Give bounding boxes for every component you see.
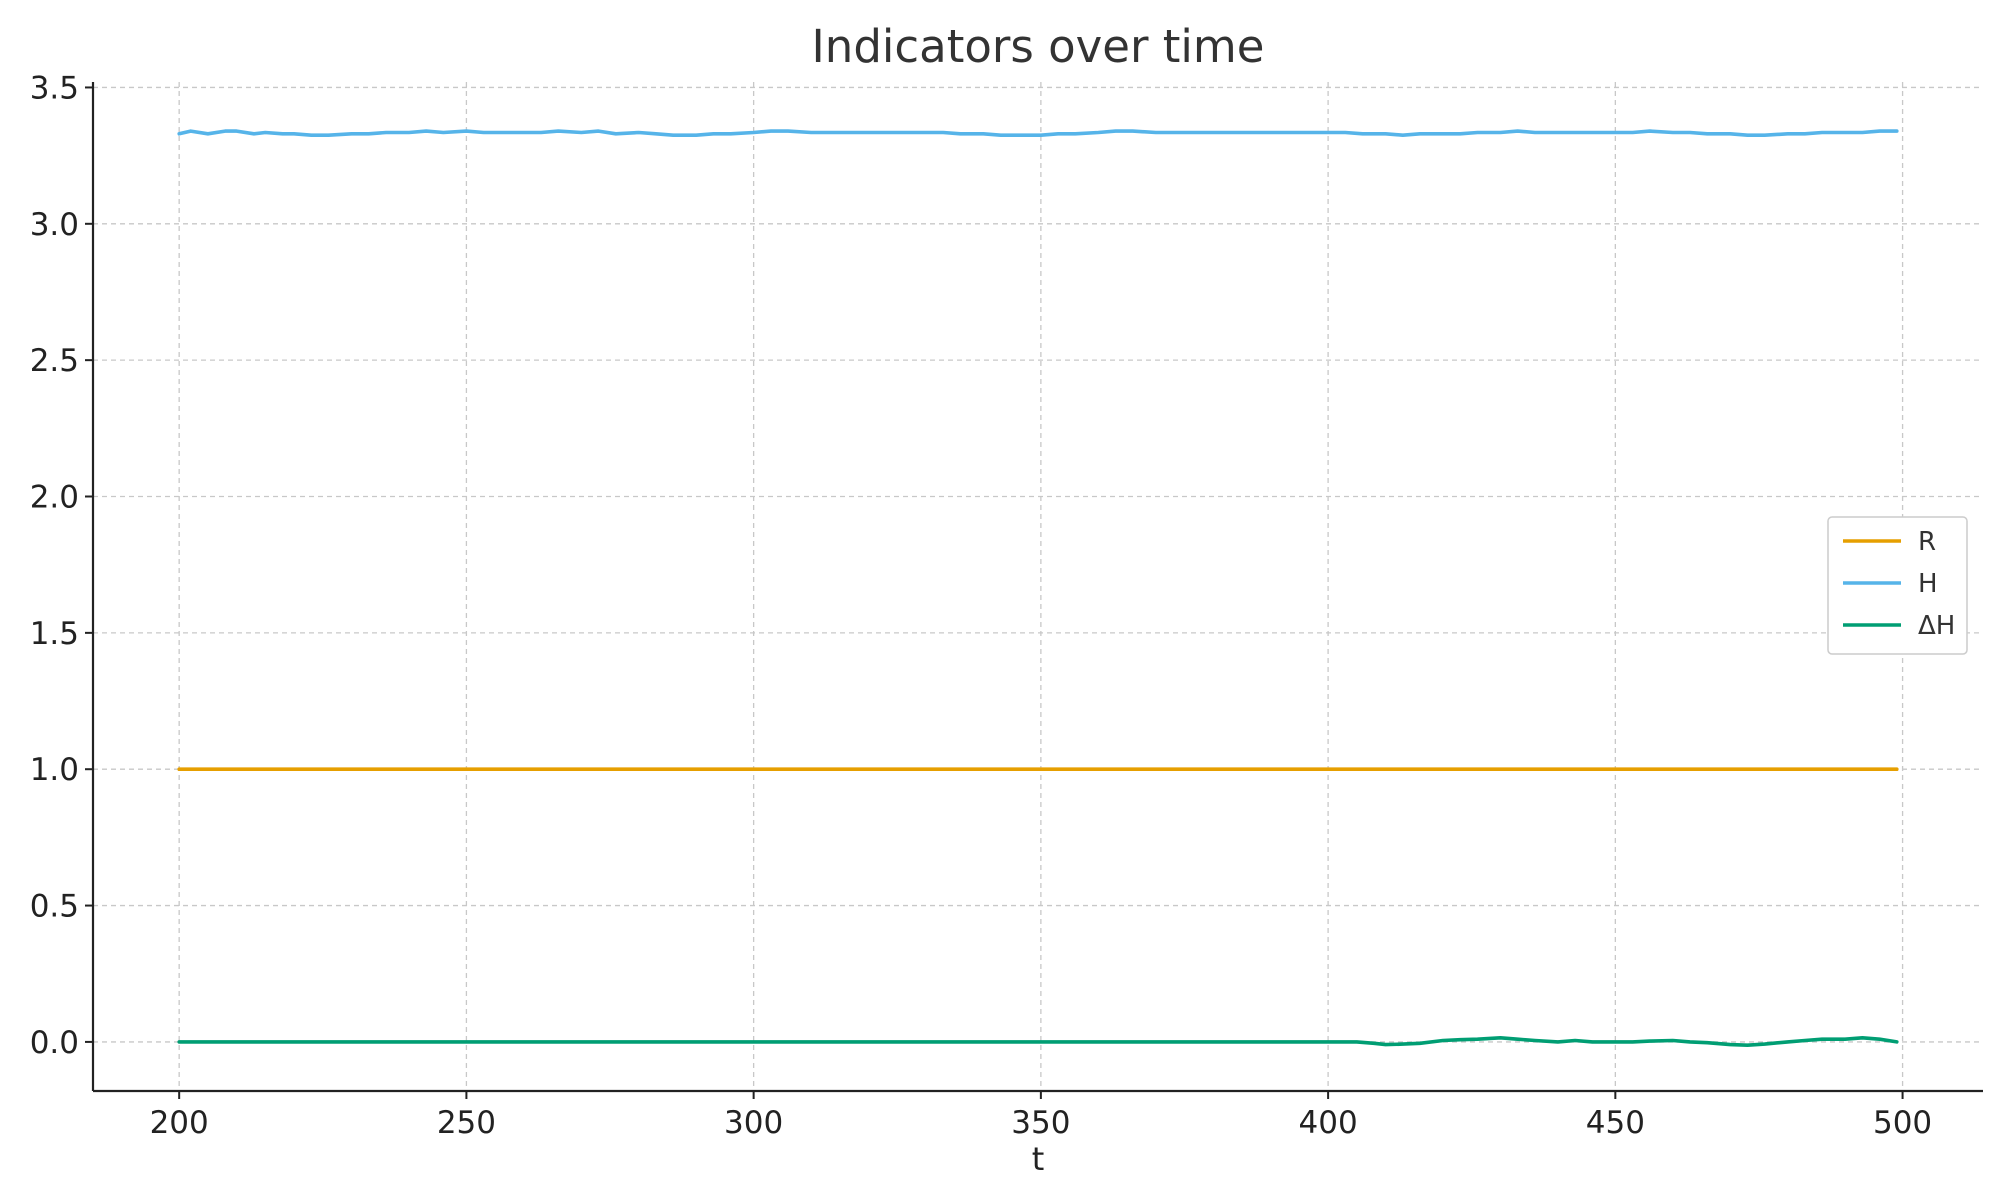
x-axis-ticks: 200 250 300 350 400 450 500 xyxy=(150,1091,1932,1141)
y-tick-label: 1.0 xyxy=(30,752,79,788)
y-tick-label: 2.0 xyxy=(30,480,79,516)
legend: RH ΔH xyxy=(1827,516,1968,655)
y-tick-label: 0.0 xyxy=(30,1025,79,1061)
series-line-ΔH xyxy=(177,1036,1899,1047)
axes xyxy=(91,82,1983,1093)
y-tick-label: 3.5 xyxy=(30,70,79,106)
x-tick-label: 500 xyxy=(1873,1105,1932,1141)
x-tick-label: 450 xyxy=(1586,1105,1645,1141)
x-axis-label: t xyxy=(1032,1140,1045,1178)
y-tick-label: 2.5 xyxy=(30,343,79,379)
legend-label: R xyxy=(1918,527,1936,557)
chart-title: Indicators over time xyxy=(812,20,1265,73)
y-tick-label: 1.5 xyxy=(30,616,79,652)
x-tick-label: 300 xyxy=(724,1105,783,1141)
x-tick-label: 250 xyxy=(437,1105,496,1141)
series-lines xyxy=(177,129,1899,1047)
legend-label: ΔH xyxy=(1918,611,1955,641)
x-tick-label: 200 xyxy=(150,1105,209,1141)
x-tick-label: 400 xyxy=(1299,1105,1358,1141)
legend-frame xyxy=(1827,516,1968,655)
x-tick-label: 350 xyxy=(1011,1105,1070,1141)
y-tick-label: 3.0 xyxy=(30,207,79,243)
y-tick-label: 0.5 xyxy=(30,889,79,925)
series-line-H xyxy=(177,129,1899,137)
legend-label: H xyxy=(1918,569,1938,599)
y-axis-ticks: 0.0 0.5 1.0 1.5 2.0 2.5 3.0 3.5 xyxy=(30,70,93,1061)
grid xyxy=(93,82,1983,1091)
